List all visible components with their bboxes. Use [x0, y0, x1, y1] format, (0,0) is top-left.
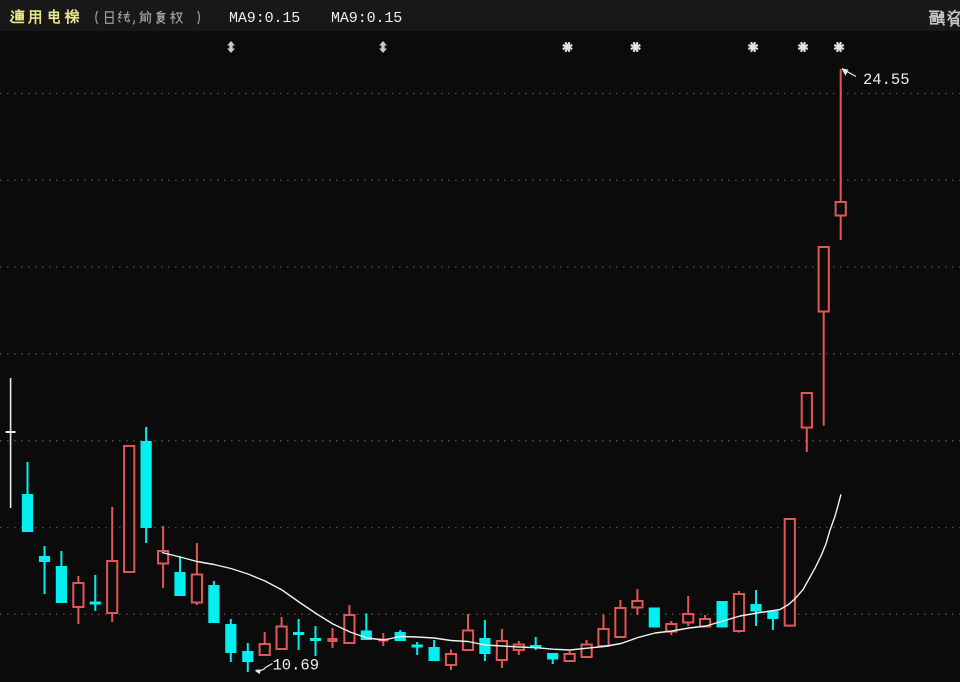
svg-text:10.69: 10.69: [273, 657, 320, 675]
svg-text:24.55: 24.55: [863, 71, 910, 89]
